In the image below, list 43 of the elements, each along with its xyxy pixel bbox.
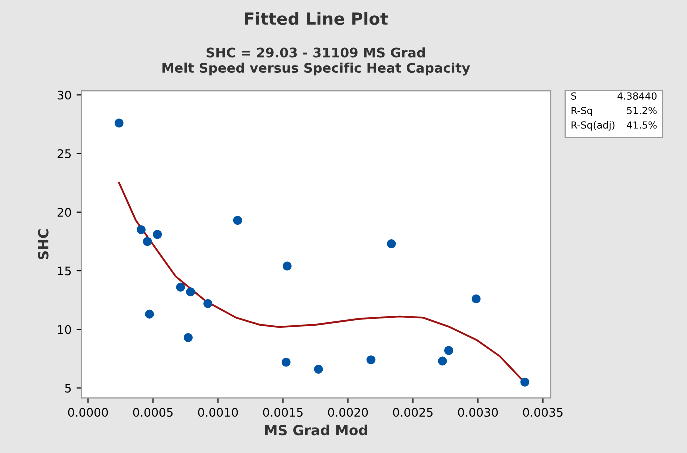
y-tick-label: 5 (65, 384, 71, 393)
x-tick-label: 0.0000 (68, 408, 108, 418)
y-tick-label: 20 (58, 208, 72, 218)
y-tick-label: 15 (58, 266, 71, 276)
point (176, 282, 186, 292)
y-tick-label: 10 (58, 325, 72, 334)
point (444, 346, 454, 356)
point (366, 356, 376, 365)
text: 41.5% (627, 122, 657, 129)
point (282, 262, 292, 271)
x-tick-label: 0.0005 (133, 408, 173, 418)
x-tick-label: 0.0030 (458, 408, 498, 418)
x-axis-title: MS Grad Mod (265, 424, 368, 436)
text: R-Sq (572, 107, 592, 116)
point (186, 288, 196, 297)
point (145, 310, 154, 319)
point (314, 364, 324, 374)
point (520, 378, 530, 387)
point (184, 333, 193, 342)
y-axis-title: SHC (38, 230, 49, 260)
x-tick-label: 0.0035 (523, 408, 563, 418)
chart-title: Fitted Line Plot (245, 12, 388, 26)
point (233, 216, 242, 226)
point (438, 356, 448, 366)
point (136, 225, 146, 234)
point (114, 118, 124, 128)
chart-subtitle: SHC = 29.03 - 31109 MS Grad Melt Speed versus Specific Heat Capacity (162, 48, 470, 76)
point (204, 299, 213, 308)
x-tick-label: 0.0020 (328, 408, 368, 418)
text: 4.38440 (618, 92, 657, 100)
y-tick-label: 25 (58, 149, 71, 158)
point (387, 240, 396, 249)
text: 51.2% (627, 107, 657, 114)
x-tick-label: 0.0010 (198, 408, 238, 418)
x-tick-label: 0.0015 (263, 408, 303, 418)
text: R-Sq(adj) (572, 121, 615, 131)
x-tick-label: 0.0025 (393, 408, 433, 418)
y-tick-label: 30 (58, 90, 72, 100)
point (143, 237, 152, 246)
text: S (572, 92, 577, 100)
point (282, 358, 291, 367)
point (472, 294, 481, 304)
point (153, 230, 162, 240)
